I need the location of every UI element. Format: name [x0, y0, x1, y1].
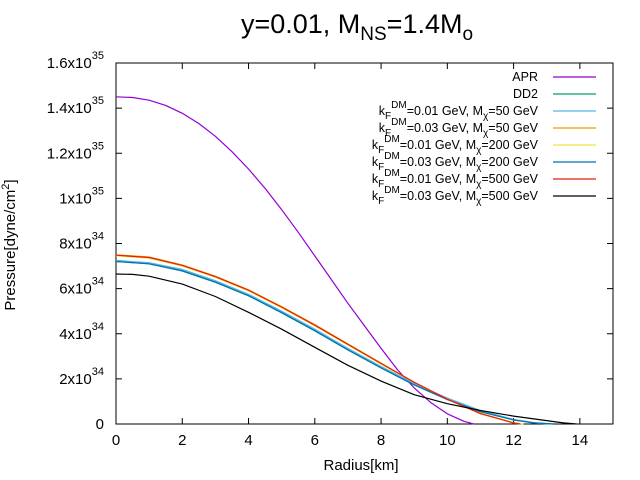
- x-tick-label: 12: [505, 432, 522, 449]
- chart-title: y=0.01, MNS=1.4Mo: [241, 9, 473, 45]
- legend-label-k003-m200: kFDM=0.03 GeV, Mχ=200 GeV: [372, 151, 539, 173]
- series-line-k001-m200: [115, 255, 524, 425]
- y-tick-label: 8x1034: [59, 231, 104, 253]
- series-line-k003-m500: [115, 273, 577, 425]
- y-tick-label: 1.2x1035: [47, 140, 104, 162]
- y-tick-label: 1.6x1035: [47, 50, 104, 72]
- x-tick-label: 10: [439, 432, 456, 449]
- legend-label-k001-m50: kFDM=0.01 GeV, Mχ=50 GeV: [379, 100, 539, 122]
- x-tick-label: 4: [244, 432, 252, 449]
- series-line-apr: [115, 96, 474, 425]
- y-tick-label: 0: [96, 416, 104, 433]
- y-tick-label: 1x1035: [59, 185, 104, 207]
- axis-ticks: 0 2 4 6 8 10 12 14 0 2x1034 4x1034 6x1034 8x1034 1x10…: [47, 50, 613, 449]
- legend-label-k001-m500: kFDM=0.01 GeV, Mχ=500 GeV: [372, 168, 539, 190]
- series-lines: [115, 96, 577, 425]
- x-tick-label: 14: [572, 432, 589, 449]
- plot-frame: [115, 62, 614, 425]
- series-line-k003-m200: [115, 260, 554, 425]
- series-line-k003-m50: [115, 254, 521, 425]
- legend-label-k003-m500: kFDM=0.03 GeV, Mχ=500 GeV: [372, 185, 539, 207]
- y-tick-label: 1.4x1035: [47, 95, 104, 117]
- x-tick-label: 6: [311, 432, 319, 449]
- x-tick-label: 8: [377, 432, 385, 449]
- y-tick-label: 4x1034: [59, 321, 104, 343]
- x-axis-title: Radius[km]: [323, 457, 398, 474]
- x-tick-label: 0: [112, 432, 120, 449]
- y-tick-label: 2x1034: [59, 366, 104, 388]
- x-tick-label: 2: [178, 432, 186, 449]
- legend-label-apr: APR: [512, 70, 538, 84]
- y-tick-label: 6x1034: [59, 276, 104, 298]
- legend-label-k001-m200: kFDM=0.01 GeV, Mχ=200 GeV: [372, 134, 539, 156]
- y-axis-title: Pressure[dyne/cm2]: [0, 179, 19, 310]
- series-line-k001-m50: [115, 259, 551, 425]
- legend-label-dd2: DD2: [513, 87, 538, 101]
- series-line-k001-m500: [115, 254, 521, 425]
- legend-label-k003-m50: kFDM=0.03 GeV, Mχ=50 GeV: [379, 117, 539, 139]
